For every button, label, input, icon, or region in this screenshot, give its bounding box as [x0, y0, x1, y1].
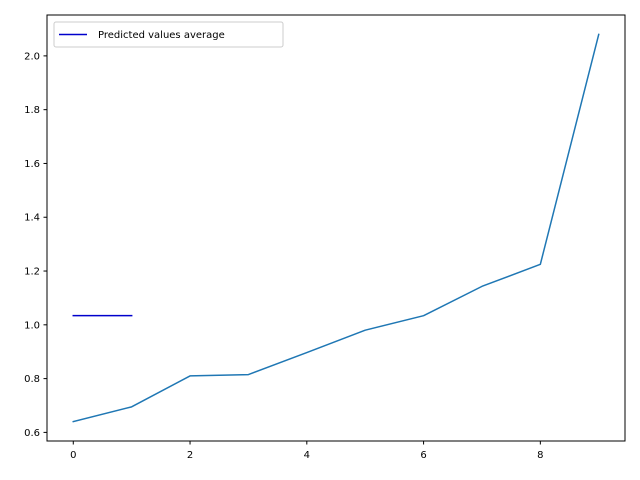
x-tick-label: 2: [187, 450, 193, 461]
y-tick-label: 1.8: [24, 105, 40, 116]
plot-series-group: [72, 33, 600, 423]
y-tick-label: 0.8: [24, 374, 40, 385]
x-tick-label: 6: [420, 450, 426, 461]
axes-frame: [46, 14, 626, 442]
y-tick-label: 1.6: [24, 159, 40, 170]
x-tick-label: 4: [304, 450, 310, 461]
y-tick-label: 1.0: [24, 320, 40, 331]
y-tick-label: 2.0: [24, 51, 40, 62]
y-tick-label: 0.6: [24, 428, 40, 439]
y-tick-label: 1.2: [24, 267, 40, 278]
y-axis: 0.6 0.8 1.0 1.2 1.4 1.6 1.8 2.0: [24, 51, 47, 439]
legend-box: [53, 21, 284, 48]
legend-entry-predicted-values-average: Predicted values average: [98, 30, 225, 41]
x-tick-label: 8: [537, 450, 543, 461]
x-axis: 0 2 4 6 8: [70, 441, 544, 461]
legend: Predicted values average: [53, 21, 284, 48]
x-tick-label: 0: [70, 450, 76, 461]
y-tick-label: 1.4: [24, 213, 40, 224]
series-line-values: [72, 33, 600, 423]
